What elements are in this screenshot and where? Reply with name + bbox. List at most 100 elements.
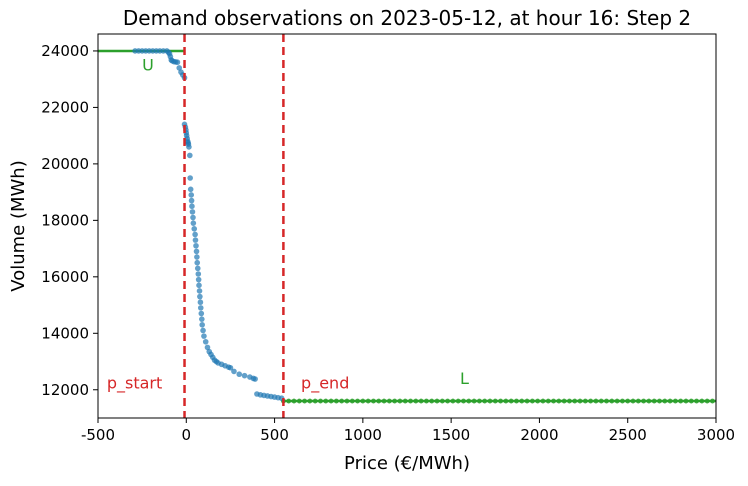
observation-point bbox=[192, 237, 199, 243]
lower-boundary-point bbox=[402, 398, 408, 404]
lower-boundary-point bbox=[519, 398, 525, 404]
lower-boundary-point bbox=[291, 398, 297, 404]
lower-boundary-point bbox=[434, 398, 440, 404]
observation-point bbox=[188, 192, 195, 198]
lower-boundary-point bbox=[551, 398, 556, 404]
lower-boundary-point bbox=[614, 398, 620, 404]
lower-boundary-point bbox=[556, 398, 562, 404]
lower-boundary-point bbox=[307, 398, 313, 404]
observation-point bbox=[195, 276, 202, 283]
annotation-l: L bbox=[460, 369, 469, 388]
lower-boundary-point bbox=[672, 398, 678, 404]
observation-point bbox=[198, 310, 205, 317]
lower-boundary-point bbox=[609, 398, 615, 404]
lower-boundary-point bbox=[567, 398, 572, 404]
lower-boundary-point bbox=[582, 398, 588, 404]
lower-boundary-point bbox=[529, 398, 535, 404]
lower-boundary-point bbox=[365, 398, 371, 404]
x-tick-label: 2500 bbox=[609, 426, 647, 444]
lower-boundary-point bbox=[450, 398, 456, 404]
observation-point bbox=[252, 376, 258, 382]
y-tick-label: 22000 bbox=[41, 98, 89, 116]
observation-point bbox=[241, 372, 248, 379]
x-tick-label: 1500 bbox=[432, 426, 470, 444]
observation-point bbox=[174, 59, 181, 66]
observation-point bbox=[231, 368, 237, 375]
lower-boundary-point bbox=[349, 398, 355, 404]
x-tick-label: 500 bbox=[260, 426, 289, 444]
lower-boundary-point bbox=[561, 398, 567, 404]
lower-boundary-point bbox=[386, 398, 392, 404]
lower-boundary-point bbox=[641, 398, 647, 404]
observation-point bbox=[193, 242, 199, 249]
observation-point bbox=[194, 259, 201, 266]
x-axis-label: Price (€/MWh) bbox=[344, 453, 470, 474]
lower-boundary-point bbox=[296, 398, 302, 404]
lower-boundary-point bbox=[328, 398, 334, 404]
lower-boundary-point bbox=[572, 398, 578, 404]
observation-point bbox=[196, 282, 202, 289]
lower-boundary-point bbox=[508, 398, 514, 404]
observation-point bbox=[189, 209, 196, 215]
observation-point bbox=[188, 197, 195, 204]
chart-title: Demand observations on 2023-05-12, at ho… bbox=[123, 6, 691, 30]
observation-point bbox=[201, 333, 207, 339]
observation-point bbox=[199, 322, 205, 328]
lower-boundary-point bbox=[302, 398, 307, 404]
observation-point bbox=[187, 152, 193, 159]
y-tick-label: 20000 bbox=[41, 155, 89, 173]
lower-boundary-point bbox=[524, 398, 530, 404]
lower-boundary-point bbox=[323, 398, 329, 404]
lower-boundary-point bbox=[662, 398, 668, 404]
observation-point bbox=[197, 293, 203, 300]
observation-point bbox=[196, 288, 203, 294]
observation-point bbox=[187, 175, 193, 181]
lower-boundary-point bbox=[535, 398, 541, 404]
lower-boundary-point bbox=[286, 398, 292, 404]
observation-point bbox=[190, 220, 197, 226]
lower-boundary-point bbox=[492, 398, 498, 404]
lower-boundary-point bbox=[577, 398, 583, 404]
observation-point bbox=[194, 265, 201, 272]
lower-boundary-point bbox=[678, 398, 684, 404]
observation-point bbox=[197, 305, 204, 311]
lower-boundary-point bbox=[588, 398, 594, 404]
lower-boundary-point bbox=[651, 398, 657, 404]
x-tick-label: 3000 bbox=[697, 426, 735, 444]
lower-boundary-point bbox=[376, 398, 382, 404]
x-tick-label: 0 bbox=[182, 426, 192, 444]
lower-boundary-point bbox=[476, 398, 482, 404]
lower-boundary-point bbox=[397, 398, 403, 404]
lower-boundary-point bbox=[312, 398, 318, 404]
y-tick-label: 24000 bbox=[41, 42, 89, 60]
y-tick-label: 12000 bbox=[41, 381, 89, 399]
lower-boundary-point bbox=[646, 398, 652, 404]
annotation-p-end: p_end bbox=[301, 373, 349, 393]
lower-boundary-point bbox=[694, 398, 699, 404]
observation-point bbox=[200, 327, 206, 334]
y-axis-label: Volume (MWh) bbox=[8, 160, 29, 291]
observation-point bbox=[193, 248, 200, 255]
lower-boundary-point bbox=[630, 398, 636, 404]
lower-boundary-point bbox=[455, 398, 461, 404]
lower-boundary-point bbox=[439, 398, 445, 404]
observation-point bbox=[192, 231, 198, 238]
lower-boundary-point bbox=[710, 398, 715, 404]
lower-boundary-point bbox=[392, 398, 398, 404]
lower-boundary-point bbox=[318, 398, 323, 404]
observation-point bbox=[202, 338, 209, 345]
lower-boundary-point bbox=[424, 398, 429, 404]
lower-boundary-point bbox=[683, 398, 689, 404]
lower-boundary-point bbox=[429, 398, 435, 404]
lower-boundary-point bbox=[418, 398, 424, 404]
x-tick-label: 2000 bbox=[520, 426, 558, 444]
observation-point bbox=[197, 299, 204, 306]
lower-boundary-point bbox=[487, 398, 493, 404]
x-tick-label: -500 bbox=[81, 426, 115, 444]
lower-boundary-point bbox=[339, 398, 345, 404]
lower-boundary-point bbox=[667, 398, 673, 404]
observation-point bbox=[199, 316, 205, 322]
lower-boundary-point bbox=[699, 398, 705, 404]
